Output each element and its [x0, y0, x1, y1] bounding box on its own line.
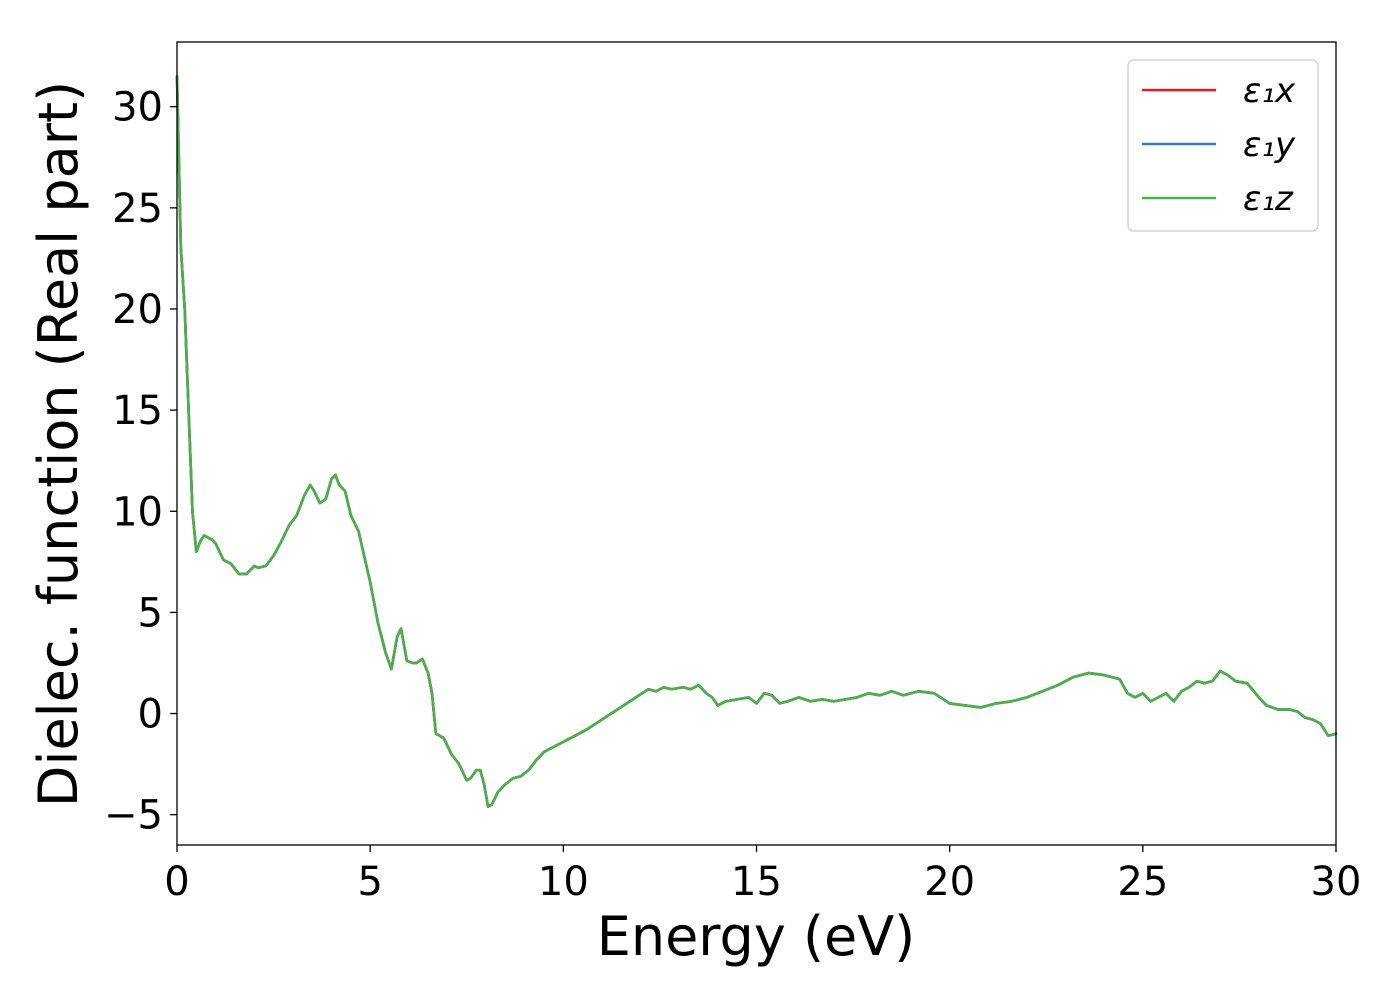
x-tick-label: 15	[731, 859, 782, 905]
x-tick-label: 30	[1311, 859, 1362, 905]
x-tick-label: 10	[538, 859, 589, 905]
y-tick-label: 15	[112, 388, 163, 434]
legend-label: ε₁y	[1243, 125, 1296, 165]
series-lines	[175, 75, 1338, 808]
y-axis-label: Dielec. function (Real part)	[27, 81, 90, 807]
y-axis-ticks: −5 0 5 10 15 20 25 30	[104, 85, 177, 839]
x-tick-label: 5	[357, 859, 382, 905]
legend-label: ε₁z	[1243, 179, 1294, 219]
y-tick-label: −5	[104, 793, 163, 839]
y-tick-label: 0	[138, 692, 163, 738]
x-tick-label: 20	[924, 859, 975, 905]
y-tick-label: 5	[138, 590, 163, 636]
y-tick-label: 20	[112, 287, 163, 333]
series-line-3	[175, 75, 1338, 808]
x-axis-label: Energy (eV)	[597, 905, 916, 968]
legend: ε₁x ε₁y ε₁z	[1127, 59, 1319, 232]
x-axis-ticks: 0 5 10 15 20 25 30	[164, 845, 1361, 905]
y-tick-label: 10	[112, 489, 163, 535]
legend-box	[1127, 59, 1319, 232]
legend-items: ε₁x ε₁y ε₁z	[1142, 71, 1296, 219]
x-tick-label: 25	[1117, 859, 1168, 905]
y-tick-label: 30	[112, 85, 163, 131]
legend-label: ε₁x	[1243, 71, 1296, 111]
x-tick-label: 0	[164, 859, 189, 905]
y-tick-label: 25	[112, 186, 163, 232]
